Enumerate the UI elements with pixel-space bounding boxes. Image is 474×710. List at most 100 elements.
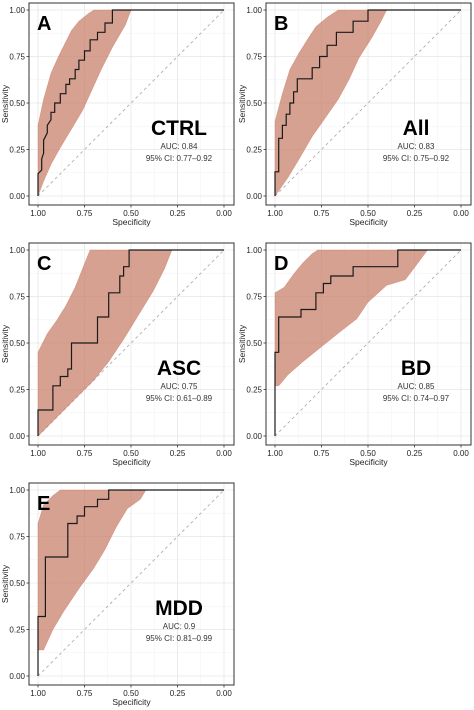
y-tick-label: 1.00: [9, 486, 25, 495]
x-tick-label: 0.00: [453, 209, 469, 218]
x-tick-label: 1.00: [30, 209, 46, 218]
panel-letter: A: [37, 13, 51, 35]
panel-letter: B: [274, 13, 288, 35]
y-tick-label: 0.75: [9, 53, 25, 62]
x-axis-title: Specificity: [349, 457, 388, 467]
y-tick-label: 0.25: [246, 146, 262, 155]
y-tick-label: 0.00: [9, 672, 25, 681]
group-name: All: [403, 117, 430, 140]
plot-border: [28, 2, 235, 206]
x-tick-label: 1.00: [30, 449, 46, 458]
group-name: CTRL: [151, 117, 207, 140]
y-tick-label: 0.00: [9, 432, 25, 441]
y-tick-label: 1.00: [246, 6, 262, 15]
chance-diagonal: [37, 9, 225, 197]
plot-border: [28, 482, 235, 686]
x-tick-label: 1.00: [267, 209, 283, 218]
auc-text: AUC: 0.9: [163, 622, 196, 631]
y-tick-label: 0.50: [246, 339, 262, 348]
y-tick-label: 0.25: [9, 626, 25, 635]
y-tick-label: 0.75: [9, 293, 25, 302]
auc-text: AUC: 0.83: [398, 142, 435, 151]
y-tick-label: 0.25: [9, 386, 25, 395]
roc-panel-a: 1.00 0.75 0.50 0.25 0.00 0.00 0.25 0.50 0.75 1.00…: [0, 2, 235, 227]
group-name: BD: [401, 357, 431, 380]
chance-diagonal: [274, 9, 462, 197]
x-tick-label: 0.00: [216, 689, 232, 698]
x-tick-label: 0.25: [170, 449, 186, 458]
y-axis-title: Sensitivity: [0, 324, 10, 363]
y-tick-label: 1.00: [9, 246, 25, 255]
x-tick-label: 0.25: [407, 209, 423, 218]
roc-curve: [37, 489, 224, 676]
roc-curve: [274, 249, 461, 436]
panel-letter: D: [274, 253, 288, 275]
y-tick-label: 0.00: [246, 192, 262, 201]
x-axis-title: Specificity: [112, 697, 151, 707]
y-axis-title: Sensitivity: [0, 84, 10, 123]
y-tick-label: 0.50: [9, 579, 25, 588]
chance-diagonal: [274, 249, 462, 437]
x-tick-label: 0.75: [77, 449, 93, 458]
ci-text: 95% CI: 0.77–0.92: [146, 154, 213, 163]
auc-text: AUC: 0.84: [161, 142, 198, 151]
x-axis-title: Specificity: [112, 457, 151, 467]
ci-band: [274, 249, 461, 436]
roc-curve: [274, 9, 461, 196]
roc-panel-b: 1.00 0.75 0.50 0.25 0.00 0.00 0.25 0.50 0.75 1.00…: [237, 2, 472, 227]
x-tick-label: 0.25: [407, 449, 423, 458]
auc-text: AUC: 0.85: [398, 382, 435, 391]
y-tick-label: 0.00: [9, 192, 25, 201]
x-tick-label: 0.00: [216, 449, 232, 458]
x-tick-label: 1.00: [30, 689, 46, 698]
x-tick-label: 0.50: [123, 209, 139, 218]
y-tick-label: 0.25: [246, 386, 262, 395]
group-name: ASC: [157, 357, 201, 380]
x-tick-label: 0.00: [216, 209, 232, 218]
chance-diagonal: [37, 489, 225, 677]
x-tick-label: 0.75: [77, 689, 93, 698]
ci-text: 95% CI: 0.74–0.97: [383, 394, 450, 403]
x-tick-label: 1.00: [267, 449, 283, 458]
y-tick-label: 0.50: [9, 99, 25, 108]
y-tick-label: 0.25: [9, 146, 25, 155]
x-tick-label: 0.75: [314, 209, 330, 218]
ci-text: 95% CI: 0.81–0.99: [146, 634, 213, 643]
plot-border: [265, 242, 472, 446]
roc-curve: [37, 9, 224, 196]
panel-letter: E: [37, 493, 50, 515]
y-tick-label: 0.75: [246, 293, 262, 302]
y-tick-label: 0.75: [246, 53, 262, 62]
x-axis-title: Specificity: [349, 217, 388, 227]
y-tick-label: 0.50: [246, 99, 262, 108]
x-axis-title: Specificity: [112, 217, 151, 227]
y-tick-label: 0.75: [9, 533, 25, 542]
ci-text: 95% CI: 0.61–0.89: [146, 394, 213, 403]
y-axis-title: Sensitivity: [237, 84, 247, 123]
roc-panel-d: 1.00 0.75 0.50 0.25 0.00 0.00 0.25 0.50 0.75 1.00…: [237, 242, 472, 467]
ci-text: 95% CI: 0.75–0.92: [383, 154, 450, 163]
roc-panel-e: 1.00 0.75 0.50 0.25 0.00 0.00 0.25 0.50 0.75 1.00…: [0, 482, 235, 707]
x-tick-label: 0.25: [170, 689, 186, 698]
auc-text: AUC: 0.75: [161, 382, 198, 391]
y-tick-label: 1.00: [9, 6, 25, 15]
plot-border: [28, 242, 235, 446]
x-tick-label: 0.50: [123, 449, 139, 458]
x-tick-label: 0.00: [453, 449, 469, 458]
x-tick-label: 0.50: [360, 209, 376, 218]
y-tick-label: 0.00: [246, 432, 262, 441]
y-axis-title: Sensitivity: [237, 324, 247, 363]
x-tick-label: 0.50: [360, 449, 376, 458]
y-axis-title: Sensitivity: [0, 564, 10, 603]
y-tick-label: 0.50: [9, 339, 25, 348]
x-tick-label: 0.75: [314, 449, 330, 458]
x-tick-label: 0.50: [123, 689, 139, 698]
roc-curve: [37, 249, 224, 436]
plot-border: [265, 2, 472, 206]
y-tick-label: 1.00: [246, 246, 262, 255]
ci-band: [37, 249, 224, 437]
group-name: MDD: [155, 597, 203, 620]
panel-letter: C: [37, 253, 51, 275]
x-tick-label: 0.25: [170, 209, 186, 218]
